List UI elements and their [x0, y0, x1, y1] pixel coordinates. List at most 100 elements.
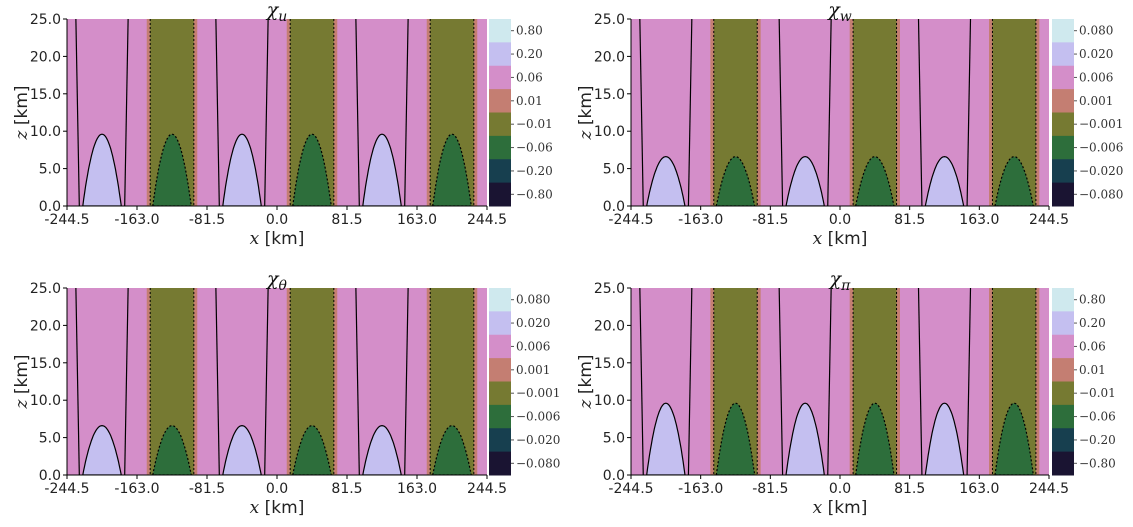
contour-line — [917, 19, 923, 206]
colorbar-segment — [489, 381, 511, 406]
colorbar-tick-label: −0.20 — [1079, 433, 1116, 447]
colorbar: 0.080 0.020 0.006 0.001 −0.001 −0.006 −0.020 −0… — [489, 288, 560, 476]
x-axis-label: x [km] — [250, 498, 305, 518]
contour-line — [639, 19, 644, 206]
colorbar-segment — [1052, 19, 1074, 43]
mound-positive — [222, 133, 262, 206]
contour-line — [75, 288, 80, 475]
colorbar-segment — [1052, 404, 1074, 429]
mound-negative — [855, 155, 895, 206]
colorbar-tick-label: −0.80 — [516, 187, 553, 201]
mound-negative — [855, 402, 895, 475]
colorbar-segment — [489, 19, 511, 43]
colorbar-tick-label: −0.080 — [516, 456, 560, 470]
band-edge — [1128, 19, 1133, 206]
contour-line — [966, 19, 972, 206]
contour-line — [549, 19, 552, 206]
x-tick-label: 81.5 — [894, 481, 925, 497]
colorbar-segment — [1052, 112, 1074, 137]
y-tick-label: 5.0 — [39, 162, 61, 178]
contour-line — [827, 19, 832, 206]
y-tick-label: 20.0 — [30, 318, 61, 334]
colorbar-tick-label: −0.020 — [1079, 164, 1123, 178]
contour-line — [966, 288, 972, 475]
colorbar-segment — [489, 428, 511, 453]
contour-line — [545, 19, 548, 206]
plot-area — [67, 288, 487, 475]
colorbar-segment — [1052, 65, 1074, 90]
y-tick-label: 15.0 — [594, 356, 625, 372]
colorbar-segment — [489, 334, 511, 359]
contour-line — [1106, 288, 1109, 475]
colorbar-segment — [489, 288, 511, 312]
colorbar-segment — [1052, 428, 1074, 453]
y-tick-label: 0.0 — [39, 199, 61, 215]
y-tick-label: 25.0 — [594, 12, 625, 28]
y-tick-label: 15.0 — [30, 87, 61, 103]
background-region — [631, 19, 1049, 206]
mound-negative — [152, 133, 192, 206]
x-axis-label: x [km] — [813, 229, 868, 249]
x-tick-label: -244.5 — [608, 212, 653, 228]
x-tick-label: 0.0 — [829, 481, 851, 497]
background-region — [67, 288, 487, 475]
colorbar-tick-label: −0.80 — [1079, 456, 1116, 470]
x-tick-label: -81.5 — [752, 212, 788, 228]
x-tick-label: 81.5 — [331, 481, 362, 497]
contour-line — [778, 19, 784, 206]
mound-negative — [432, 424, 472, 475]
y-tick-label: 0.0 — [39, 468, 61, 484]
mound-negative — [994, 402, 1034, 475]
contour-line — [264, 19, 269, 206]
x-tick-label: -244.5 — [44, 212, 89, 228]
colorbar-segment — [489, 112, 511, 137]
y-axis-label: z [km] — [576, 354, 596, 409]
colorbar-segment — [1052, 135, 1074, 160]
colorbar-tick-label: −0.06 — [1079, 410, 1116, 424]
x-tick-label: -81.5 — [752, 481, 788, 497]
contour-line — [355, 19, 360, 206]
background-region — [631, 288, 1049, 475]
colorbar-tick-label: 0.006 — [516, 339, 550, 353]
x-tick-label: -244.5 — [608, 481, 653, 497]
x-tick-label: 0.0 — [829, 212, 851, 228]
y-tick-label: 10.0 — [30, 393, 61, 409]
colorbar-segment — [1052, 288, 1074, 312]
y-tick-label: 20.0 — [594, 49, 625, 65]
mound-positive — [785, 402, 825, 475]
colorbar-tick-label: 0.001 — [1079, 94, 1113, 108]
mound-negative — [994, 155, 1034, 206]
colorbar-tick-label: −0.06 — [516, 141, 553, 155]
y-tick-label: 0.0 — [603, 468, 625, 484]
colorbar-tick-label: 0.06 — [1079, 339, 1106, 353]
contour-line — [264, 288, 269, 475]
colorbar-tick-label: 0.06 — [516, 70, 543, 84]
colorbar-tick-label: 0.80 — [1079, 293, 1106, 307]
colorbar-segment — [1052, 334, 1074, 359]
colorbar-segment — [1052, 42, 1074, 67]
y-tick-label: 10.0 — [594, 124, 625, 140]
contour-line — [75, 19, 80, 206]
colorbar: 0.80 0.20 0.06 0.01 −0.01 −0.06 −0.20 −0.80 — [1052, 288, 1116, 476]
x-tick-label: 244.5 — [1029, 481, 1069, 497]
x-tick-label: 81.5 — [894, 212, 925, 228]
colorbar-tick-label: 0.20 — [516, 47, 543, 61]
mound-negative — [715, 402, 756, 475]
colorbar-segment — [489, 358, 511, 382]
y-tick-label: 10.0 — [594, 393, 625, 409]
x-tick-label: -81.5 — [189, 212, 225, 228]
y-tick-label: 25.0 — [594, 281, 625, 297]
x-tick-label: 0.0 — [266, 481, 288, 497]
mound-positive — [82, 133, 122, 206]
colorbar-segment — [489, 159, 511, 184]
mound-positive — [646, 402, 686, 475]
x-tick-label: 163.0 — [959, 212, 999, 228]
mound-positive — [785, 155, 825, 206]
colorbar-segment — [1052, 358, 1074, 382]
colorbar-segment — [489, 311, 511, 336]
y-tick-label: 10.0 — [30, 124, 61, 140]
colorbar-tick-label: 0.80 — [516, 24, 543, 38]
colorbar-tick-label: 0.20 — [1079, 316, 1106, 330]
